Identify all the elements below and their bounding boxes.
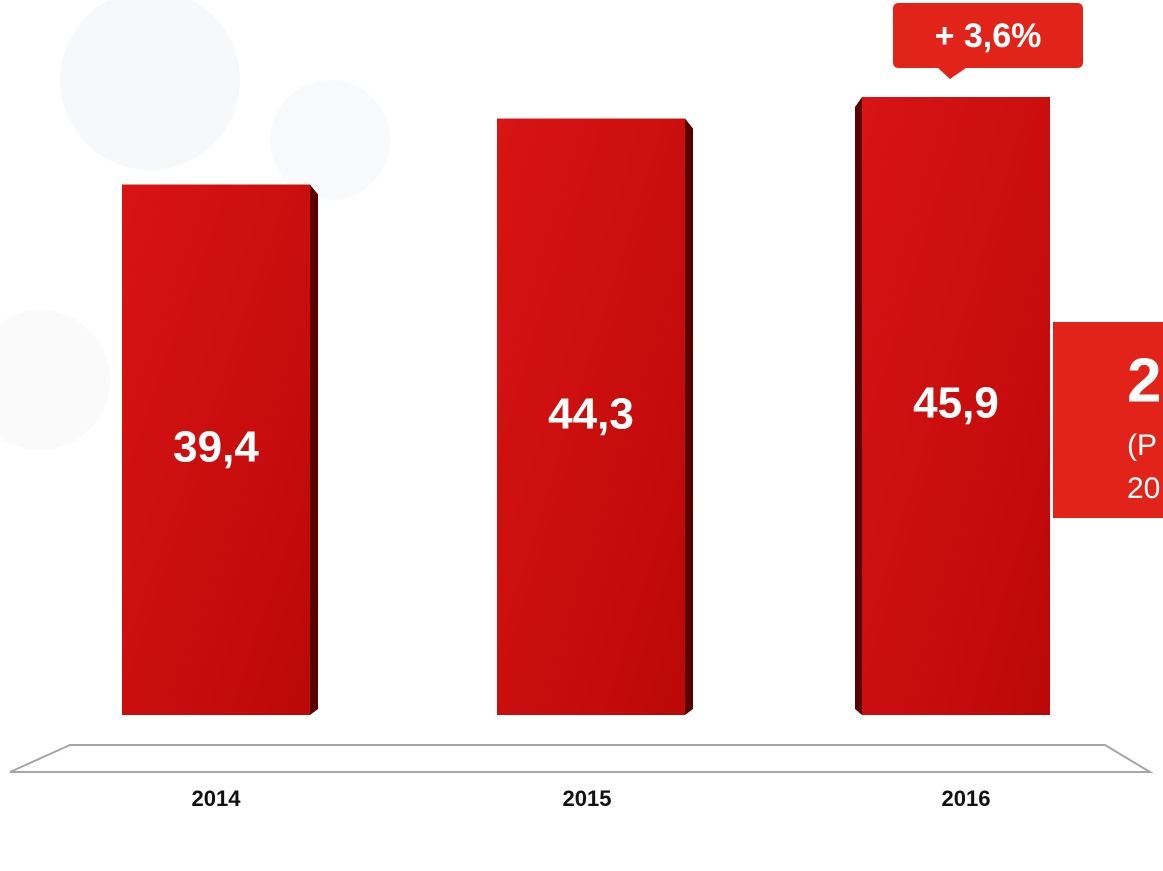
bar-side: [855, 97, 862, 715]
bars: 39,4 44,3 45,9: [122, 97, 1050, 715]
value-label: 45,9: [913, 379, 999, 428]
bar-side: [685, 119, 693, 715]
x-tick-label: 2015: [563, 786, 612, 811]
value-label: 39,4: [173, 422, 259, 471]
bar-side: [310, 185, 318, 715]
x-tick-label: 2014: [192, 786, 242, 811]
floor: [10, 745, 1150, 772]
x-tick-label: 2016: [942, 786, 991, 811]
page: {"chart_data": {"type": "bar", "categori…: [0, 0, 1163, 871]
callout: + 3,6%: [893, 3, 1083, 79]
annotation: + 3,6%: [935, 17, 1042, 55]
value-label: 44,3: [548, 389, 634, 438]
side-panel-text: 2: [1127, 346, 1161, 415]
side-panel: 2 (P 20: [1053, 322, 1163, 518]
side-panel-text: (P: [1127, 429, 1157, 462]
chart: 39,4 44,3 45,9 + 3,6% 2 (P 20 2014 2015 2016: [0, 0, 1163, 871]
side-panel-text: 20: [1127, 472, 1160, 505]
